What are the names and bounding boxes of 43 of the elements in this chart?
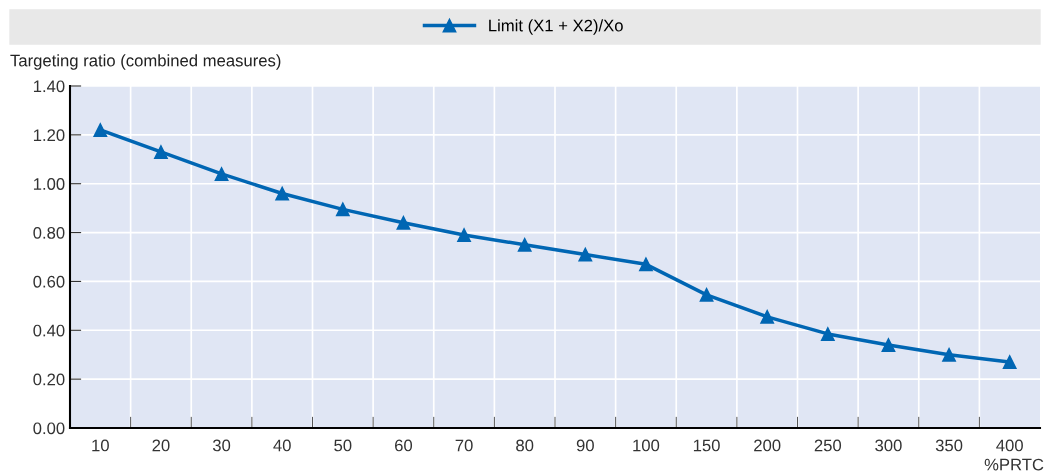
y-tick-label: 1.40: [33, 80, 65, 93]
x-tick-label: 350: [935, 439, 963, 452]
point: [396, 215, 411, 230]
y-tick-label: 0.40: [33, 324, 65, 337]
x-tick-label: 10: [92, 439, 109, 452]
x-tick-label: 70: [455, 439, 473, 452]
x-tick-label: 50: [334, 439, 352, 452]
y-axis-title: Targeting ratio (combined measures): [10, 54, 281, 70]
y-tick-label: 1.00: [33, 178, 65, 190]
y-tick-label: 1.20: [33, 129, 65, 142]
point: [942, 347, 957, 362]
point: [881, 337, 896, 352]
point: [699, 287, 714, 302]
x-tick-label: 60: [395, 439, 413, 452]
x-tick-label: 300: [875, 439, 902, 452]
legend-label: Limit (X1 + X2)/Xo: [489, 19, 623, 35]
point: [93, 123, 108, 137]
x-tick-label: 250: [814, 439, 842, 452]
point: [578, 247, 593, 262]
point: [638, 257, 653, 272]
y-tick-label: 0.20: [33, 373, 65, 386]
x-tick-label: 100: [633, 439, 660, 452]
point: [335, 202, 350, 217]
x-axis-title: %PRTC: [984, 458, 1044, 471]
y-tick-label: 0.80: [33, 226, 65, 239]
x-tick-label: 20: [152, 439, 170, 452]
y-tick-label: 0.60: [33, 275, 65, 288]
x-tick-label: 90: [576, 439, 594, 452]
point: [1002, 355, 1017, 369]
point: [275, 186, 290, 201]
x-tick-label: 150: [693, 439, 720, 452]
point: [517, 237, 532, 252]
y-tick-label: 0.00: [33, 422, 65, 435]
x-tick-label: 200: [754, 439, 781, 452]
point: [457, 228, 472, 242]
x-tick-label: 400: [996, 439, 1023, 452]
x-tick-label: 30: [212, 439, 231, 452]
point: [820, 327, 835, 341]
x-tick-label: 40: [273, 439, 291, 452]
point: [214, 166, 229, 181]
point: [760, 309, 775, 324]
point: [153, 145, 168, 159]
x-tick-label: 80: [516, 439, 534, 452]
